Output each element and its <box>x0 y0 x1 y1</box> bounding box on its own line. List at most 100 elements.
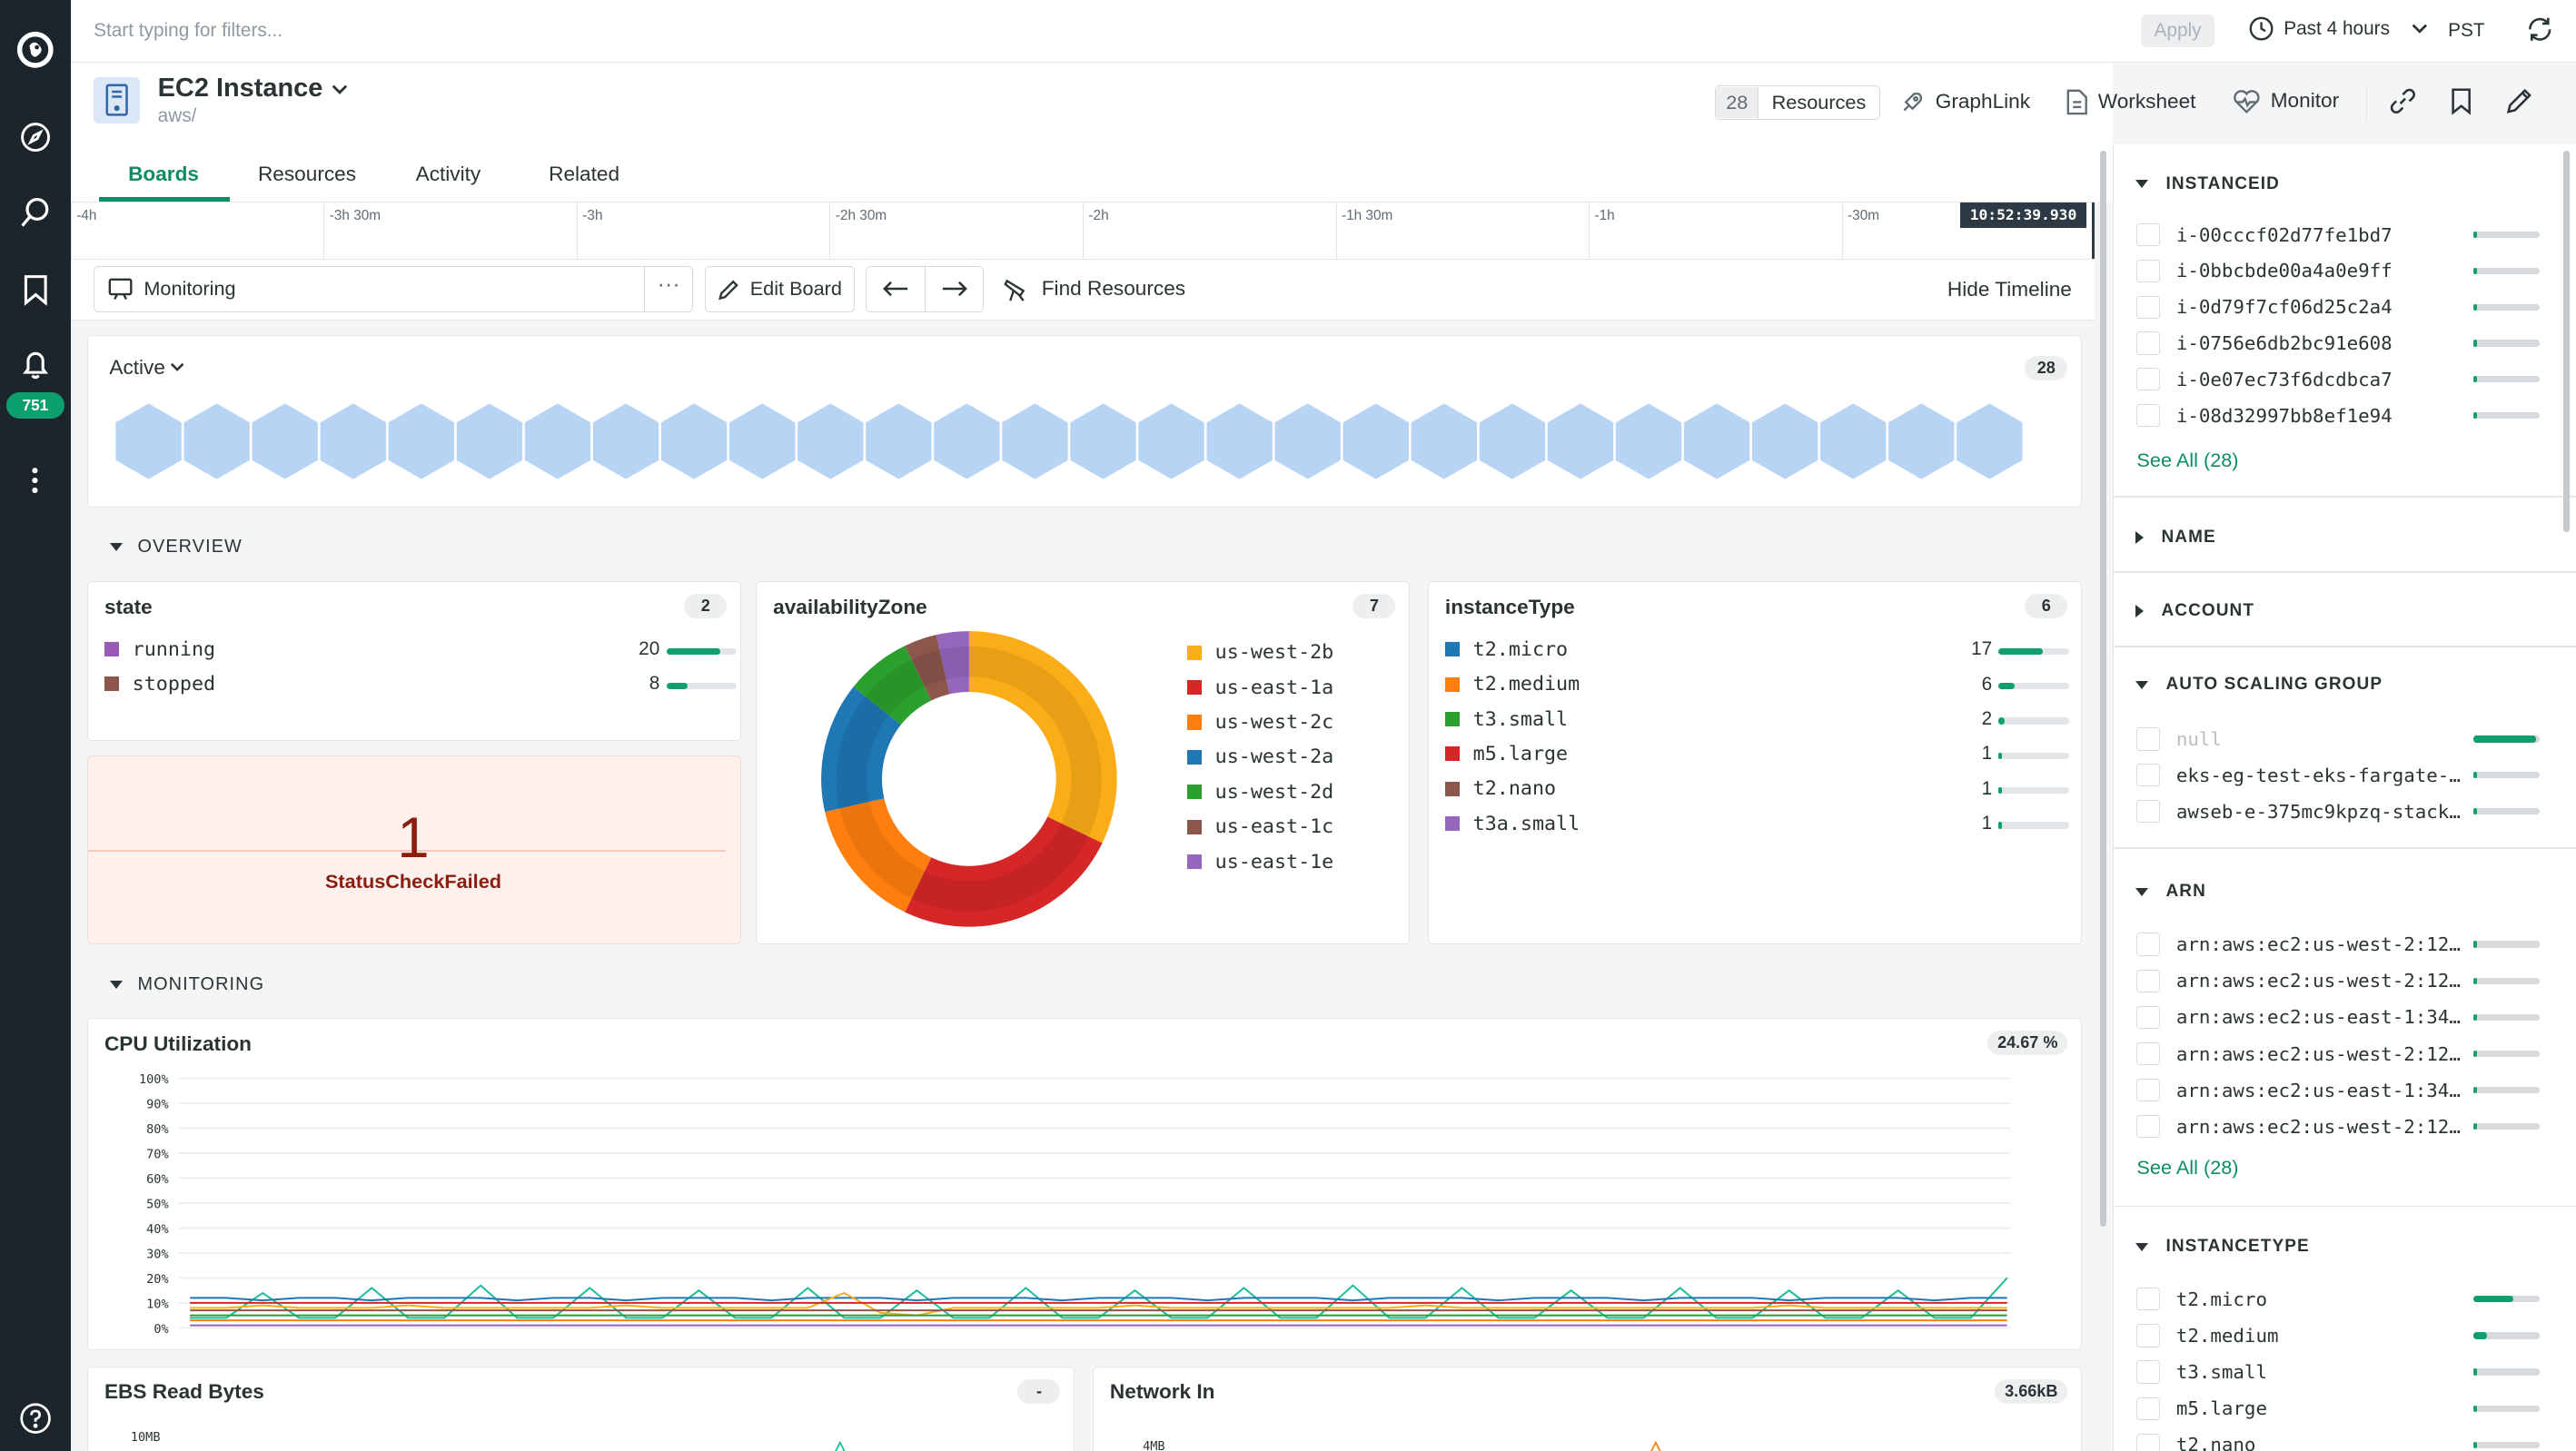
resource-hexagon[interactable] <box>1274 403 1342 479</box>
resource-hexagon[interactable] <box>1684 403 1750 479</box>
see-all-link[interactable]: See All (28) <box>2136 448 2239 471</box>
donut-slice[interactable] <box>904 816 1103 928</box>
resource-hexagon[interactable] <box>1138 403 1204 479</box>
entity-title[interactable]: EC2 Instance <box>158 74 350 104</box>
filter-checkbox[interactable] <box>2136 1005 2160 1029</box>
filter-group-header[interactable]: INSTANCETYPE <box>2135 1237 2310 1257</box>
filter-checkbox[interactable] <box>2136 1079 2160 1102</box>
search-icon[interactable] <box>16 193 54 232</box>
time-range-picker[interactable]: Past 4 hours <box>2249 16 2429 41</box>
filter-checkbox[interactable] <box>2136 222 2160 247</box>
edit-board-button[interactable]: Edit Board <box>704 266 855 312</box>
resource-hexagon[interactable] <box>798 403 864 479</box>
graphlink-button[interactable]: GraphLink <box>1899 89 2030 115</box>
resource-hexagon[interactable] <box>1070 403 1136 479</box>
az-legend-item[interactable]: us-east-1a <box>1186 676 1333 699</box>
tab-activity[interactable]: Activity <box>415 163 481 186</box>
resource-hexagon[interactable] <box>1752 403 1818 479</box>
filter-option[interactable]: eks-eg-test-eks-fargate-vpc- <box>2136 760 2547 790</box>
filter-checkbox[interactable] <box>2136 933 2160 956</box>
filter-option[interactable]: t2.medium <box>2136 1321 2547 1351</box>
state-row[interactable]: stopped 8 <box>104 673 738 696</box>
resource-hexagon[interactable] <box>1820 403 1887 479</box>
main-scrollbar[interactable] <box>2099 151 2106 1228</box>
az-legend-item[interactable]: us-east-1c <box>1186 815 1333 838</box>
filter-option[interactable]: t2.micro <box>2136 1284 2547 1314</box>
filter-group-header[interactable]: AUTO SCALING GROUP <box>2135 675 2383 695</box>
filter-checkbox[interactable] <box>2136 969 2160 992</box>
back-arrow-icon[interactable] <box>867 267 926 311</box>
filter-option[interactable]: i-0bbcbde00a4a0e9ff <box>2136 256 2547 286</box>
logo-icon[interactable] <box>16 31 54 69</box>
filter-checkbox[interactable] <box>2136 259 2160 283</box>
active-filter-dropdown[interactable]: Active <box>109 356 184 380</box>
filter-checkbox[interactable] <box>2136 331 2160 355</box>
filter-option[interactable]: arn:aws:ec2:us-east-1:3456789 <box>2136 1075 2547 1105</box>
az-legend-item[interactable]: us-west-2c <box>1186 711 1333 734</box>
filter-checkbox[interactable] <box>2136 727 2160 751</box>
filter-option[interactable]: i-08d32997bb8ef1e94 <box>2136 400 2547 430</box>
resource-hexagon[interactable] <box>593 403 659 479</box>
resource-hexagon[interactable] <box>1206 403 1273 479</box>
az-legend-item[interactable]: us-west-2b <box>1186 641 1333 664</box>
filter-checkbox[interactable] <box>2136 764 2160 787</box>
tab-related[interactable]: Related <box>549 163 620 186</box>
itype-row[interactable]: t2.micro 17 <box>1444 638 2070 661</box>
itype-row[interactable]: t2.nano 1 <box>1444 777 2070 800</box>
hide-timeline-button[interactable]: Hide Timeline <box>1947 277 2072 301</box>
resource-hexagon[interactable] <box>320 403 387 479</box>
bookmark-icon[interactable] <box>2450 87 2472 123</box>
resource-hexagon[interactable] <box>1479 403 1546 479</box>
see-all-link[interactable]: See All (28) <box>2136 1156 2239 1180</box>
bookmark-icon[interactable] <box>16 271 54 309</box>
resource-hexagon[interactable] <box>1547 403 1614 479</box>
cpu-series-line[interactable] <box>190 1297 2007 1302</box>
resource-hexagon[interactable] <box>115 403 182 479</box>
filter-group-header[interactable]: NAME <box>2135 528 2216 548</box>
bell-icon[interactable] <box>16 345 54 383</box>
state-row[interactable]: running 20 <box>104 638 738 661</box>
az-legend-item[interactable]: us-west-2d <box>1186 781 1333 804</box>
filter-option[interactable]: arn:aws:ec2:us-west-2:123456 <box>2136 966 2547 996</box>
filter-checkbox[interactable] <box>2136 1115 2160 1139</box>
filter-checkbox[interactable] <box>2136 1397 2160 1420</box>
resource-hexagon[interactable] <box>661 403 728 479</box>
filter-checkbox[interactable] <box>2136 1288 2160 1311</box>
resource-hexagon[interactable] <box>1616 403 1682 479</box>
monitor-button[interactable]: Monitor <box>2233 89 2339 114</box>
resource-hexagon[interactable] <box>1342 403 1410 479</box>
cpu-line-chart[interactable]: 100% 90% 80% 70% 60% 50% 40% 30% 20% 10% 0% <box>88 1065 2060 1337</box>
timezone-selector[interactable]: PST <box>2448 19 2485 41</box>
filter-option[interactable]: i-00cccf02d77fe1bd7 <box>2136 220 2547 250</box>
filter-checkbox[interactable] <box>2136 799 2160 824</box>
resource-hexagon[interactable] <box>934 403 1000 479</box>
itype-row[interactable]: m5.large 1 <box>1444 743 2070 765</box>
itype-row[interactable]: t2.medium 6 <box>1444 673 2070 696</box>
filter-checkbox[interactable] <box>2136 1433 2160 1451</box>
filter-group-header[interactable]: ACCOUNT <box>2135 601 2254 621</box>
board-selector[interactable]: Monitoring <box>94 266 694 312</box>
pencil-icon[interactable] <box>2505 87 2533 123</box>
filter-option[interactable]: arn:aws:ec2:us-west-2:123456 <box>2136 930 2547 960</box>
resource-hexagon[interactable] <box>456 403 523 479</box>
apply-button[interactable]: Apply <box>2140 15 2215 48</box>
resource-hexagon[interactable] <box>183 403 251 479</box>
resources-button[interactable]: 28 Resources <box>1715 85 1880 121</box>
az-legend-item[interactable]: us-west-2a <box>1186 745 1333 768</box>
filter-option[interactable]: null <box>2136 725 2547 755</box>
filter-option[interactable]: m5.large <box>2136 1394 2547 1424</box>
filter-option[interactable]: i-0756e6db2bc91e608 <box>2136 329 2547 359</box>
donut-slice[interactable] <box>904 635 950 701</box>
sidebar-scrollbar[interactable] <box>2562 151 2570 533</box>
timeline-now-marker[interactable] <box>2091 202 2095 259</box>
tab-boards[interactable]: Boards <box>128 163 199 186</box>
filter-checkbox[interactable] <box>2136 1041 2160 1066</box>
filter-option[interactable]: i-0d79f7cf06d25c2a4 <box>2136 292 2547 322</box>
itype-row[interactable]: t3a.small 1 <box>1444 813 2070 835</box>
donut-slice[interactable] <box>853 646 931 726</box>
filter-checkbox[interactable] <box>2136 403 2160 428</box>
status-check-panel[interactable]: 1 StatusCheckFailed <box>86 755 741 945</box>
resource-hexagon[interactable] <box>388 403 455 479</box>
worksheet-button[interactable]: Worksheet <box>2066 89 2195 115</box>
cpu-series-line[interactable] <box>190 1291 2007 1317</box>
